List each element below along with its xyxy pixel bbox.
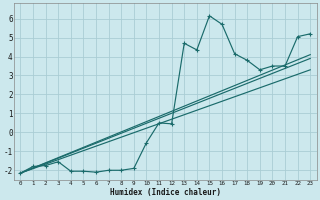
X-axis label: Humidex (Indice chaleur): Humidex (Indice chaleur) bbox=[110, 188, 221, 197]
